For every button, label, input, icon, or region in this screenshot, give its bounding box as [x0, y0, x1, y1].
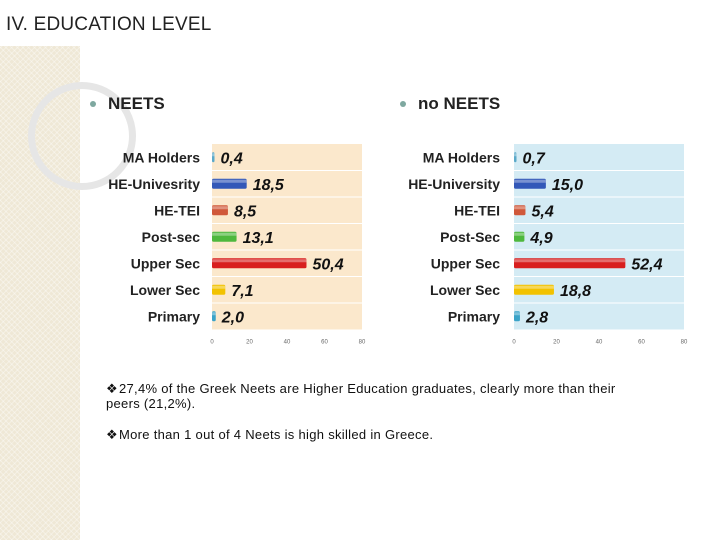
x-tick-label: 60 — [638, 340, 645, 346]
bar-highlight — [212, 153, 215, 157]
category-label: HE-Univesrity — [108, 176, 200, 192]
value-label: 15,0 — [552, 177, 583, 194]
no-neets-heading: no NEETS — [400, 94, 500, 114]
value-label: 18,8 — [560, 283, 591, 300]
category-label: Post-sec — [142, 229, 201, 245]
bar — [212, 152, 215, 163]
category-label: Primary — [148, 308, 200, 324]
bar-highlight — [212, 312, 216, 316]
bar — [514, 178, 546, 189]
category-label: MA Holders — [423, 149, 500, 165]
x-tick-label: 40 — [284, 340, 291, 346]
value-label: 52,4 — [631, 256, 662, 273]
bar-highlight — [514, 153, 517, 157]
bar — [514, 258, 626, 269]
plot-background — [514, 144, 684, 330]
bar-highlight — [514, 179, 546, 183]
category-label: Upper Sec — [431, 255, 500, 271]
bar-highlight — [514, 259, 626, 263]
diamond-bullet-icon: ❖ — [106, 381, 118, 396]
category-label: HE-TEI — [454, 202, 500, 218]
x-tick-label: 20 — [246, 340, 253, 346]
bar-highlight — [514, 232, 525, 236]
no-neets-chart: MA Holders 0,7 HE-University 15,0 HE-TEI 5,4 P… — [408, 144, 688, 346]
bar-highlight — [514, 285, 554, 289]
category-label: HE-University — [408, 176, 500, 192]
value-label: 2,0 — [221, 309, 244, 326]
bar — [514, 311, 520, 322]
neets-heading-label: NEETS — [108, 94, 165, 113]
bar-highlight — [212, 206, 228, 210]
x-tick-label: 0 — [512, 340, 516, 346]
category-label: MA Holders — [123, 149, 200, 165]
x-tick-label: 80 — [359, 340, 366, 346]
no-neets-heading-label: no NEETS — [418, 94, 501, 113]
bar — [514, 231, 525, 242]
value-label: 5,4 — [531, 203, 553, 220]
neets-chart: MA Holders 0,4 HE-Univesrity 18,5 HE-TEI 8,5 P… — [108, 144, 366, 346]
category-label: Primary — [448, 308, 500, 324]
bar — [514, 205, 526, 216]
value-label: 50,4 — [313, 256, 344, 273]
title-band — [0, 0, 720, 46]
decorative-side-strip — [0, 0, 80, 540]
plot-background — [212, 144, 362, 330]
value-label: 7,1 — [231, 283, 253, 300]
neets-heading: NEETS — [90, 94, 165, 114]
bar-highlight — [212, 179, 247, 183]
bar-highlight — [212, 285, 226, 289]
value-label: 0,4 — [221, 150, 243, 167]
value-label: 4,9 — [529, 230, 552, 247]
bar — [212, 258, 307, 269]
bar — [212, 311, 216, 322]
x-tick-label: 40 — [596, 340, 603, 346]
category-label: Post-Sec — [440, 229, 500, 245]
bar-highlight — [514, 312, 520, 316]
bar — [514, 284, 554, 295]
category-label: Lower Sec — [430, 282, 500, 298]
category-label: HE-TEI — [154, 202, 200, 218]
x-tick-label: 80 — [681, 340, 688, 346]
bar-highlight — [514, 206, 526, 210]
bar — [212, 231, 237, 242]
category-label: Upper Sec — [131, 255, 200, 271]
diamond-bullet-icon: ❖ — [106, 427, 118, 442]
value-label: 13,1 — [243, 230, 274, 247]
bullet-dot-icon — [90, 101, 96, 107]
bullet-dot-icon — [400, 101, 406, 107]
slide-title: IV. EDUCATION LEVEL — [6, 14, 212, 35]
decorative-circle — [28, 82, 136, 190]
value-label: 8,5 — [234, 203, 257, 220]
x-tick-label: 0 — [210, 340, 214, 346]
value-label: 0,7 — [523, 150, 546, 167]
note-2-text: More than 1 out of 4 Neets is high skill… — [118, 427, 434, 442]
x-tick-label: 20 — [553, 340, 560, 346]
bar — [212, 205, 228, 216]
note-1-text: 27,4% of the Greek Neets are Higher Educ… — [106, 381, 616, 411]
category-label: Lower Sec — [130, 282, 200, 298]
bar — [212, 284, 226, 295]
note-1: ❖27,4% of the Greek Neets are Higher Edu… — [106, 381, 646, 411]
bar-highlight — [212, 259, 307, 263]
bar — [514, 152, 517, 163]
bar — [212, 178, 247, 189]
value-label: 18,5 — [253, 177, 285, 194]
value-label: 2,8 — [525, 309, 548, 326]
note-2: ❖More than 1 out of 4 Neets is high skil… — [106, 427, 646, 442]
x-tick-label: 60 — [321, 340, 328, 346]
bar-highlight — [212, 232, 237, 236]
